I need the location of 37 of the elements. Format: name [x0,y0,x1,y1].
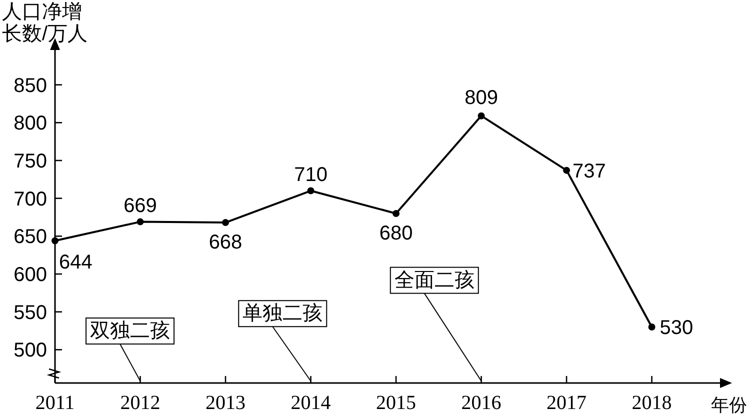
x-axis-title: 年份 [711,395,747,415]
point [222,219,230,226]
point [52,237,58,244]
data-label: 809 [464,86,498,109]
x-tick-label: 2013 [206,392,246,414]
data-label: 710 [294,164,328,186]
point [136,218,144,226]
data-label: 680 [379,222,413,244]
y-axis-title: 人口净增长数/万人 [2,1,88,45]
point [392,210,400,217]
point [563,166,570,174]
data-label: 530 [660,316,694,339]
data-label: 737 [572,160,606,182]
x-tick-label: 2015 [376,392,416,414]
point [307,187,314,194]
data-label: 668 [208,232,242,254]
x-tick-label: 2018 [632,392,672,414]
x-tick-label: 2017 [546,392,587,414]
x-tick-label: 2012 [120,392,160,414]
x-tick-label: 2016 [461,392,502,414]
data-label: 644 [59,252,92,274]
y-tick-label: 550 [14,302,47,324]
y-tick-label: 750 [14,150,47,172]
point [478,112,485,120]
data-label: 669 [124,194,157,217]
y-tick-label: 850 [14,74,47,97]
y-tick-label: 700 [14,188,47,210]
point [648,323,656,330]
y-tick-label: 650 [14,226,47,248]
annotation: 全面二孩 [394,269,474,292]
annotation: 双独二孩 [90,320,170,342]
y-tick-label: 600 [14,264,47,286]
y-tick-label: 800 [14,112,47,135]
annotation: 单独二孩 [242,302,323,325]
x-tick-label: 2014 [290,392,331,414]
x-tick-label: 2011 [35,392,75,414]
y-tick-label: 500 [14,340,47,362]
